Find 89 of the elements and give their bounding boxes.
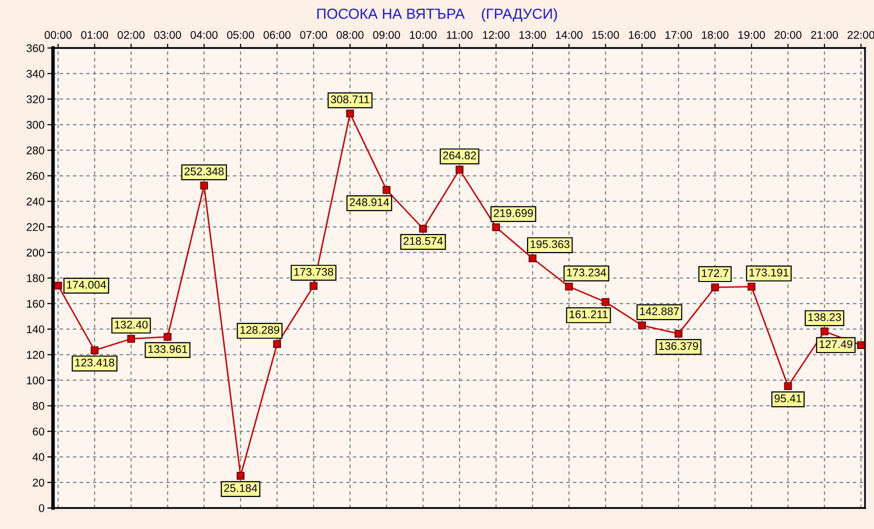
x-tick-label: 08:00 [336, 30, 364, 39]
y-tick-label: 180 [26, 274, 44, 282]
point [90, 346, 98, 354]
y-tick-label: 320 [26, 95, 44, 104]
point [674, 330, 682, 338]
x-tick-label: 20:00 [774, 30, 802, 39]
x-tick-label: 05:00 [227, 30, 254, 39]
point [346, 110, 354, 118]
x-tick-label: 19:00 [738, 30, 765, 39]
data-label: 173.234 [567, 268, 606, 276]
x-tick-label: 02:00 [118, 30, 145, 39]
point [236, 472, 244, 480]
x-tick-label: 04:00 [190, 30, 218, 39]
x-tick-label: 06:00 [264, 30, 291, 39]
point [127, 334, 135, 343]
point [492, 223, 500, 232]
x-tick-label: 18:00 [702, 30, 728, 39]
point [565, 282, 573, 291]
y-tick-label: 360 [26, 44, 44, 52]
x-tick-label: 07:00 [300, 30, 328, 39]
point [456, 166, 464, 174]
point [638, 322, 646, 330]
point [857, 341, 865, 349]
data-label: 173.191 [750, 268, 788, 276]
point [711, 283, 719, 292]
x-tick-label: 10:00 [410, 30, 437, 39]
y-tick-label: 160 [26, 300, 44, 308]
x-tick-label: 03:00 [154, 30, 182, 39]
y-tick-label: 200 [26, 248, 44, 257]
point [528, 254, 536, 262]
data-label: 123.418 [75, 358, 114, 367]
point [273, 340, 281, 348]
data-label: 133.961 [148, 345, 188, 354]
point [200, 182, 208, 190]
y-tick-label: 80 [32, 402, 44, 410]
y-tick-label: 140 [26, 325, 44, 334]
data-label: 25.184 [224, 484, 258, 492]
data-label: 132.40 [114, 320, 148, 329]
x-tick-label: 15:00 [592, 30, 619, 39]
y-tick-label: 120 [26, 350, 44, 359]
data-label: 161.211 [570, 310, 608, 318]
data-label: 127.49 [820, 340, 852, 348]
point [382, 186, 390, 194]
point [54, 282, 62, 290]
point [419, 224, 427, 233]
point [784, 382, 792, 390]
x-tick-label: 22:00 [848, 30, 874, 39]
point [602, 298, 610, 306]
data-label: 95.41 [774, 394, 802, 402]
x-tick-label: 00:00 [44, 30, 72, 39]
y-tick-label: 40 [32, 453, 44, 462]
x-tick-label: 17:00 [665, 30, 692, 39]
data-label: 218.574 [404, 237, 443, 245]
data-label: 173.738 [294, 268, 334, 276]
y-tick-label: 220 [26, 223, 44, 232]
point [820, 327, 828, 336]
data-label: 219.699 [494, 209, 533, 218]
y-tick-label: 280 [26, 146, 44, 154]
y-tick-label: 260 [26, 172, 44, 180]
point [310, 282, 318, 290]
point [164, 332, 172, 341]
data-label: 136.379 [659, 342, 698, 350]
y-tick-label: 340 [26, 70, 44, 78]
data-label: 264.82 [443, 152, 476, 160]
data-label: 172.7 [702, 269, 728, 277]
y-tick-label: 20 [32, 478, 44, 487]
x-tick-label: 09:00 [373, 30, 400, 39]
y-tick-label: 100 [26, 376, 44, 384]
x-tick-label: 13:00 [519, 30, 546, 39]
x-tick-label: 11:00 [446, 30, 473, 39]
x-tick-label: 16:00 [628, 30, 656, 39]
y-tick-label: 300 [26, 120, 44, 129]
x-tick-label: 21:00 [811, 30, 838, 39]
data-label: 128.289 [240, 326, 280, 334]
y-tick-label: 240 [26, 198, 44, 206]
data-label: 252.348 [184, 167, 224, 176]
x-tick-label: 12:00 [482, 30, 510, 39]
data-label: 142.887 [640, 307, 679, 316]
y-tick-label: 0 [38, 504, 44, 512]
data-label: 248.914 [350, 198, 390, 206]
y-tick-label: 60 [32, 428, 44, 436]
point [748, 282, 756, 291]
x-tick-label: 01:00 [81, 30, 108, 39]
x-tick-label: 14:00 [556, 30, 582, 39]
data-label: 174.004 [67, 280, 106, 289]
data-label: 195.363 [530, 240, 570, 248]
data-label: 308.711 [330, 95, 370, 104]
chart-title: ПОСОКА НА ВЯТЪРА (ГРАДУСИ) [317, 8, 557, 22]
data-label: 138.23 [808, 313, 841, 322]
